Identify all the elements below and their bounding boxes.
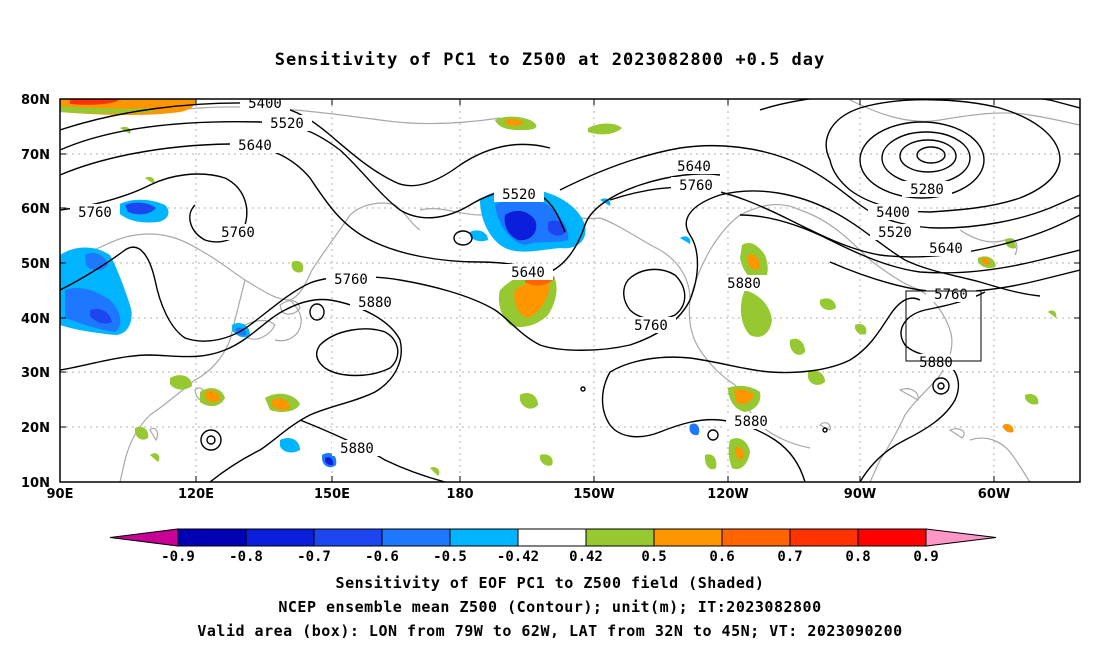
latitude-labels: 80N 70N 60N 50N 40N 30N 20N 10N [21, 93, 50, 491]
lat-tick-label: 10N [21, 476, 50, 491]
svg-text:5880: 5880 [734, 414, 768, 430]
contour-label: 5880 [726, 413, 776, 430]
contour-label: 5400 [868, 204, 918, 221]
contour-label: 5760 [213, 224, 263, 241]
longitude-labels: 90E 120E 150E 180 150W 120W 90W 60W [47, 487, 1011, 502]
svg-text:5760: 5760 [334, 272, 368, 288]
colorbar-segment [789, 528, 859, 547]
colorbar-label: 0.7 [777, 549, 802, 565]
contour-label: 5640 [230, 137, 280, 154]
lat-tick-label: 30N [21, 366, 50, 381]
svg-text:5880: 5880 [358, 295, 392, 311]
contour-label: 5760 [326, 271, 376, 288]
lat-tick-label: 20N [21, 421, 50, 436]
contour-label: 5760 [926, 286, 976, 303]
svg-text:5880: 5880 [727, 276, 761, 292]
colorbar-label: 0.42 [569, 549, 603, 565]
colorbar-segment [449, 528, 519, 547]
colorbar-label: -0.8 [229, 549, 263, 565]
contour-label: 5880 [350, 294, 400, 311]
contour-label: 5400 [240, 96, 290, 112]
contour-label: 5640 [503, 264, 553, 281]
contour-label: 5880 [911, 354, 961, 371]
lat-tick-label: 50N [21, 257, 50, 272]
svg-text:5760: 5760 [221, 225, 255, 241]
lon-tick-label: 90E [47, 487, 74, 502]
lat-tick-label: 70N [21, 148, 50, 163]
contour-label: 5880 [719, 275, 769, 292]
lon-tick-label: 60W [978, 487, 1010, 502]
colorbar: -0.9 -0.8 -0.7 -0.6 -0.5 -0.42 0.42 0.5 0.6 0.7 0.… [109, 528, 997, 565]
colorbar-label: 0.8 [845, 549, 870, 565]
lon-tick-label: 120W [707, 487, 748, 502]
colorbar-label: -0.9 [161, 549, 195, 565]
svg-text:5520: 5520 [270, 116, 304, 132]
contour-label: 5520 [870, 224, 920, 241]
colorbar-segment [721, 528, 791, 547]
colorbar-segment [381, 528, 451, 547]
caption-line-1: Sensitivity of EOF PC1 to Z500 field (Sh… [335, 574, 765, 592]
colorbar-right-arrow [925, 528, 997, 547]
svg-text:5400: 5400 [248, 96, 282, 112]
colorbar-segment [517, 528, 587, 547]
colorbar-label: -0.7 [297, 549, 331, 565]
colorbar-segment [313, 528, 383, 547]
contour-label: 5760 [626, 317, 676, 334]
lon-tick-label: 120E [178, 487, 214, 502]
lat-tick-label: 60N [21, 202, 50, 217]
contour-label: 5880 [332, 440, 382, 457]
lon-tick-label: 180 [446, 487, 473, 502]
svg-text:5760: 5760 [679, 178, 713, 194]
colorbar-label: 0.5 [641, 549, 666, 565]
contour-label: 5760 [671, 177, 721, 194]
svg-text:5760: 5760 [78, 205, 112, 221]
lat-tick-label: 40N [21, 312, 50, 327]
svg-text:5520: 5520 [502, 187, 536, 203]
colorbar-label: -0.42 [497, 549, 539, 565]
colorbar-segment [857, 528, 927, 547]
svg-text:5640: 5640 [511, 265, 545, 281]
colorbar-segment [177, 528, 247, 547]
plot-title: Sensitivity of PC1 to Z500 at 2023082800… [274, 50, 826, 70]
svg-text:5640: 5640 [929, 241, 963, 257]
colorbar-label: 0.9 [913, 549, 938, 565]
colorbar-label: 0.6 [709, 549, 734, 565]
contour-label: 5520 [494, 186, 544, 203]
caption-line-3: Valid area (box): LON from 79W to 62W, L… [197, 622, 903, 640]
contour-labels: 5400 5520 5640 5760 5760 5520 5640 5760 … [70, 96, 976, 457]
lon-tick-label: 150E [314, 487, 350, 502]
svg-text:5640: 5640 [677, 159, 711, 175]
svg-text:5280: 5280 [910, 182, 944, 198]
colorbar-label: -0.6 [365, 549, 399, 565]
svg-text:5760: 5760 [634, 318, 668, 334]
colorbar-segment [245, 528, 315, 547]
lat-tick-label: 80N [21, 93, 50, 108]
colorbar-label: -0.5 [433, 549, 467, 565]
caption-line-2: NCEP ensemble mean Z500 (Contour); unit(… [278, 598, 822, 616]
svg-text:5880: 5880 [919, 355, 953, 371]
sensitivity-shading [60, 99, 1057, 476]
svg-text:5520: 5520 [878, 225, 912, 241]
svg-text:5760: 5760 [934, 287, 968, 303]
contour-label: 5280 [902, 181, 952, 198]
colorbar-segment [585, 528, 655, 547]
lon-tick-label: 150W [573, 487, 614, 502]
colorbar-segment [653, 528, 723, 547]
lon-tick-label: 90W [844, 487, 876, 502]
contour-label: 5640 [669, 158, 719, 175]
svg-text:5640: 5640 [238, 138, 272, 154]
contour-label: 5640 [921, 240, 971, 257]
contour-label: 5760 [70, 204, 120, 221]
tick-marks [59, 98, 1080, 483]
svg-text:5400: 5400 [876, 205, 910, 221]
contour-label: 5520 [262, 115, 312, 132]
plot-border [59, 98, 1081, 483]
svg-text:5880: 5880 [340, 441, 374, 457]
valid-area-box [905, 290, 982, 362]
colorbar-left-arrow [109, 528, 179, 547]
